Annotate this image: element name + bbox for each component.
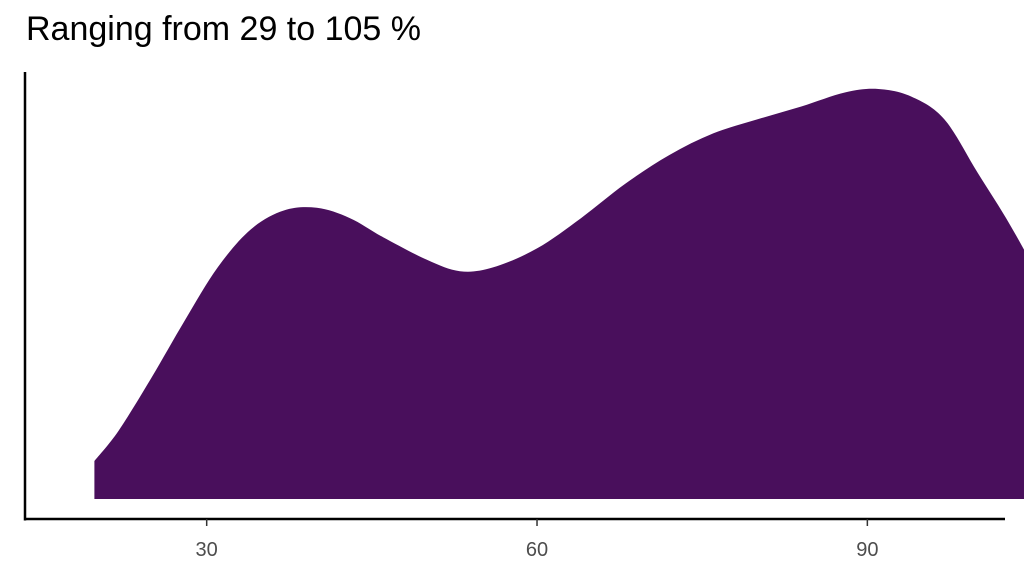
x-tick-label: 90 — [856, 539, 878, 561]
x-axis-ticks: 30 60 90 — [196, 519, 878, 561]
x-tick-label: 30 — [196, 539, 218, 561]
density-area — [94, 88, 1024, 499]
chart-title: Ranging from 29 to 105 % — [26, 10, 422, 48]
x-tick-label: 60 — [526, 539, 548, 561]
